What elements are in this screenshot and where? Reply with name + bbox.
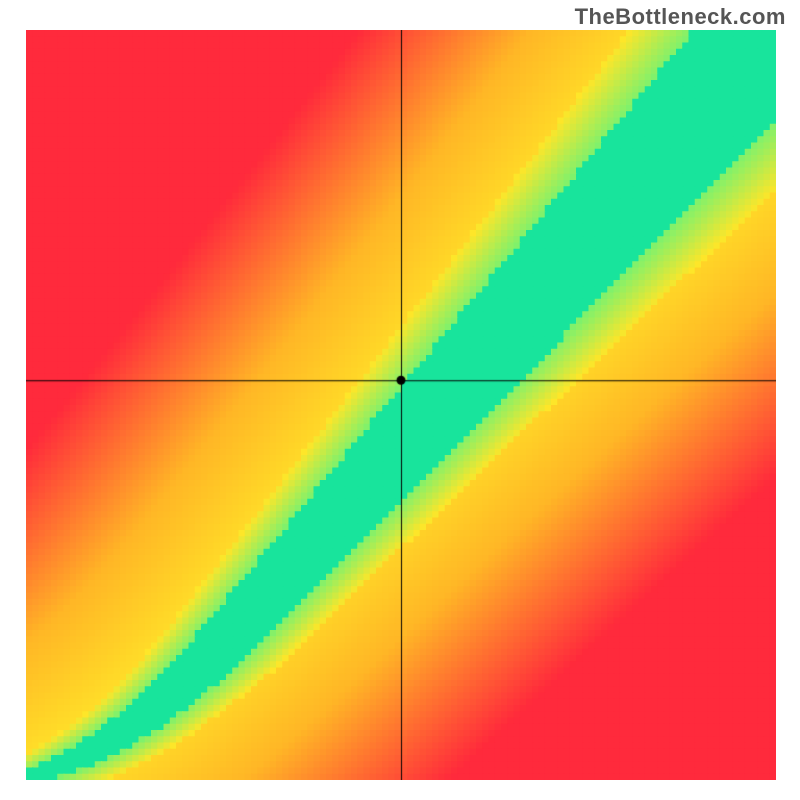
crosshair-overlay bbox=[26, 30, 776, 780]
chart-container: TheBottleneck.com bbox=[0, 0, 800, 800]
watermark-text: TheBottleneck.com bbox=[575, 4, 786, 30]
